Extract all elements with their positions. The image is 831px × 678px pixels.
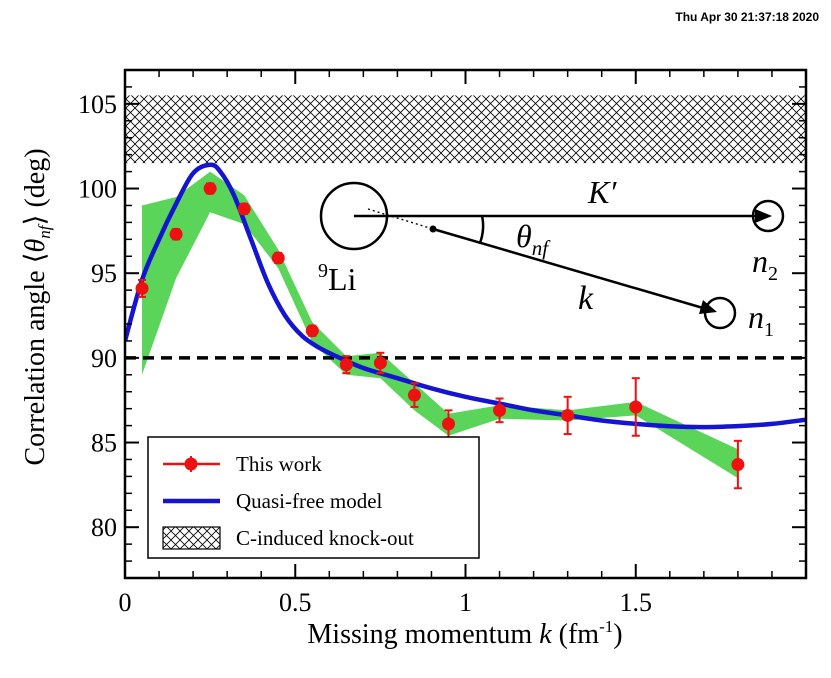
x-tick-label: 0	[119, 588, 132, 617]
x-tick-label: 1.5	[620, 588, 653, 617]
legend-entry-quasi-free: Quasi-free model	[163, 489, 383, 513]
x-tick-label: 0.5	[279, 588, 312, 617]
n1-label: n1	[748, 299, 774, 341]
k-arrowhead	[699, 300, 717, 314]
k-label: k	[578, 280, 594, 317]
neutron-1-circle	[703, 296, 737, 330]
angle-arc	[478, 215, 485, 244]
data-point	[305, 324, 319, 338]
y-tick-label: 80	[91, 513, 117, 542]
legend-hatch-swatch	[162, 526, 221, 550]
data-point	[407, 382, 421, 408]
y-tick-label: 90	[91, 344, 117, 373]
n2-label: n2	[752, 243, 778, 285]
point-marker	[169, 227, 183, 241]
plot-frame	[123, 68, 808, 580]
point-marker	[271, 251, 285, 265]
data-point	[271, 251, 285, 265]
point-marker	[305, 324, 319, 338]
point-marker	[407, 388, 421, 402]
data-point	[629, 377, 643, 437]
data-point	[203, 182, 217, 196]
k-prime-label: K′	[587, 174, 617, 210]
legend-this-work-marker	[184, 457, 198, 471]
point-marker	[203, 182, 217, 196]
data-point	[135, 278, 149, 298]
k-vector	[432, 227, 704, 310]
data-point	[731, 439, 745, 490]
legend-entry-this-work: This work	[163, 452, 322, 476]
legend-c-induced-label: C-induced knock-out	[236, 526, 414, 550]
legend-this-work-label: This work	[236, 452, 322, 476]
point-marker	[441, 417, 455, 431]
timestamp: Thu Apr 30 21:37:18 2020	[675, 10, 819, 24]
neutron-2-circle	[751, 199, 785, 233]
legend-quasi-free-label: Quasi-free model	[236, 489, 383, 513]
y-axis-title: Correlation angle ⟨θnf⟩ (deg)	[20, 148, 54, 465]
extension-dotted-line	[367, 208, 434, 230]
theta-nf-label: θnf	[516, 218, 551, 260]
momentum-diagram: K′ k θnf 9Li n2 n1	[318, 174, 785, 341]
x-tick-label: 1	[459, 588, 472, 617]
point-marker	[135, 281, 149, 295]
y-tick-label: 100	[78, 175, 117, 204]
point-marker	[731, 458, 745, 472]
c-induced-knockout-band	[125, 95, 806, 164]
li9-label: 9Li	[318, 260, 357, 297]
point-marker	[373, 356, 387, 370]
y-tick-label: 95	[91, 259, 117, 288]
point-marker	[561, 408, 575, 422]
legend-entry-c-induced: C-induced knock-out	[162, 526, 414, 550]
y-tick-label: 85	[91, 429, 117, 458]
systematic-uncertainty-band	[142, 171, 738, 479]
point-marker	[339, 358, 353, 372]
x-axis-title: Missing momentum k (fm-1)	[307, 617, 622, 650]
data-point	[493, 397, 507, 424]
axis-ticks: 0 0.5 1 1.5 80 85 90 95 100 105	[78, 69, 807, 617]
point-marker	[237, 202, 251, 216]
data-point	[169, 227, 183, 241]
y-tick-label: 105	[78, 90, 117, 119]
data-point	[373, 351, 387, 375]
k-prime-arrowhead	[755, 209, 772, 223]
data-point	[561, 395, 575, 436]
data-point	[339, 355, 353, 375]
data-point	[237, 202, 251, 216]
legend: This work Quasi-free model C-induced kno…	[147, 436, 480, 559]
point-marker	[493, 403, 507, 417]
point-marker	[629, 400, 643, 414]
data-points	[135, 182, 745, 490]
